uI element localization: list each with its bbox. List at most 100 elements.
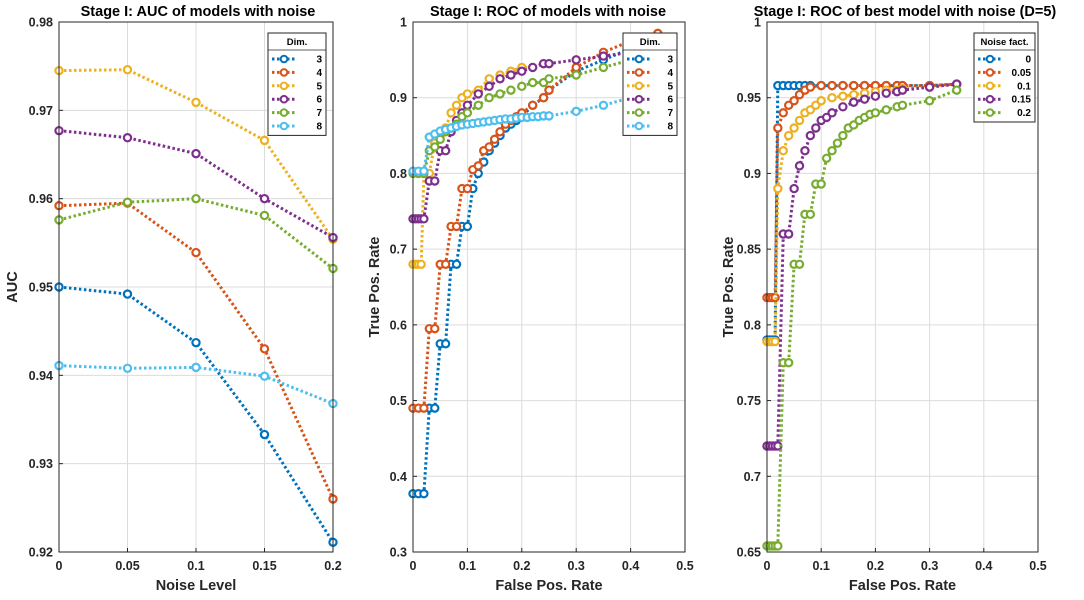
y-tick-label: 0.97 — [29, 104, 53, 118]
data-point — [838, 102, 848, 112]
x-tick-label: 0.3 — [568, 559, 585, 573]
series-line-0.05 — [767, 82, 957, 300]
data-point — [870, 108, 881, 118]
y-axis-label: AUC — [5, 271, 21, 303]
data-point — [789, 123, 799, 133]
chart-panel-3: 0 0.1 0.2 0.3 0.4 0.5 0.65 0.7 0.75 0.8 0.85 0.9 0.9… — [721, 4, 1056, 594]
data-point — [859, 94, 870, 104]
data-point — [419, 166, 429, 176]
legend-marker — [634, 108, 644, 117]
data-point — [259, 429, 270, 440]
legend-entry: 7 — [316, 108, 322, 119]
data-point — [462, 183, 473, 194]
y-tick-label: 0.8 — [390, 167, 407, 181]
data-point — [805, 209, 816, 220]
legend-entry: 0.1 — [1017, 81, 1031, 92]
data-point — [259, 135, 270, 146]
data-point — [794, 259, 805, 269]
y-tick-label: 0.95 — [29, 281, 53, 295]
data-point — [598, 62, 609, 73]
x-tick-label: 0.1 — [459, 559, 476, 573]
x-axis-label: False Pos. Rate — [849, 578, 956, 594]
legend-marker — [634, 121, 644, 131]
y-tick-label: 0.92 — [29, 546, 53, 560]
y-tick-label: 0.65 — [737, 546, 761, 560]
legend-marker — [279, 94, 289, 104]
legend-marker — [985, 108, 995, 117]
legend-title: Dim. — [287, 37, 308, 48]
data-point — [827, 146, 837, 156]
data-point — [897, 100, 908, 110]
data-point — [571, 55, 581, 65]
data-point — [805, 130, 816, 141]
legend-marker — [985, 68, 995, 77]
legend-marker — [279, 81, 289, 91]
data-point — [473, 100, 483, 110]
chart-panel-2: 0 0.1 0.2 0.3 0.4 0.5 0.3 0.4 0.5 0.6 0.7 0.8 0.9 1 St… — [367, 4, 694, 594]
legend-entry: 8 — [316, 122, 322, 133]
x-tick-label: 0 — [56, 559, 63, 573]
data-point — [544, 74, 554, 84]
legend-title: Noise fact. — [980, 37, 1028, 48]
data-point — [495, 89, 505, 99]
legend-entry: 4 — [316, 68, 322, 79]
data-point — [191, 193, 201, 204]
y-axis-label: True Pos. Rate — [721, 237, 737, 338]
legend-marker — [634, 68, 644, 77]
data-point — [789, 183, 799, 194]
data-point — [811, 123, 821, 133]
data-point — [484, 142, 494, 152]
data-point — [506, 85, 516, 95]
data-point — [451, 100, 462, 110]
data-point — [435, 134, 445, 145]
legend-marker — [634, 94, 644, 104]
data-point — [191, 148, 201, 159]
legend-entry: 4 — [667, 68, 673, 79]
legend-marker — [634, 81, 644, 91]
data-point — [517, 66, 527, 76]
data-point — [544, 85, 554, 95]
data-point — [783, 130, 794, 141]
data-point — [778, 108, 788, 118]
data-point — [827, 93, 837, 103]
y-tick-label: 0.7 — [744, 470, 761, 484]
data-point — [816, 80, 826, 91]
y-tick-label: 0.94 — [29, 369, 53, 383]
data-point — [571, 106, 581, 117]
data-point — [598, 100, 609, 110]
chart-title: Stage I: AUC of models with noise — [81, 4, 316, 20]
data-point — [122, 197, 133, 207]
x-tick-label: 0 — [410, 559, 417, 573]
data-point — [773, 123, 783, 133]
y-tick-label: 0.9 — [744, 167, 761, 181]
data-point — [838, 80, 848, 91]
data-point — [538, 93, 549, 103]
x-tick-label: 0.15 — [252, 559, 276, 573]
y-tick-label: 0.6 — [390, 318, 407, 332]
data-point — [462, 221, 473, 232]
chart-panel-1: 0 0.05 0.1 0.15 0.2 0.92 0.93 0.94 0.95 0.96 0.97 0… — [5, 4, 342, 594]
data-point — [773, 541, 783, 551]
data-point — [816, 179, 826, 189]
data-point — [838, 130, 848, 141]
data-point — [489, 134, 500, 145]
x-tick-label: 0.5 — [676, 559, 693, 573]
legend-entry: 0.2 — [1017, 108, 1031, 119]
data-point — [416, 259, 426, 269]
data-point — [473, 161, 483, 171]
data-point — [838, 91, 848, 101]
y-tick-label: 0.95 — [737, 91, 761, 105]
data-point — [259, 371, 270, 381]
data-point — [191, 97, 201, 108]
data-point — [495, 74, 505, 84]
x-tick-label: 0.3 — [921, 559, 938, 573]
legend-entry: 0.15 — [1012, 95, 1032, 106]
legend-title: Dim. — [640, 37, 661, 48]
data-point — [451, 221, 462, 232]
data-point — [571, 62, 581, 73]
data-point — [598, 51, 609, 61]
data-point — [446, 108, 456, 118]
data-point — [259, 210, 270, 221]
x-tick-label: 0.4 — [975, 559, 992, 573]
y-tick-label: 1 — [754, 16, 761, 30]
